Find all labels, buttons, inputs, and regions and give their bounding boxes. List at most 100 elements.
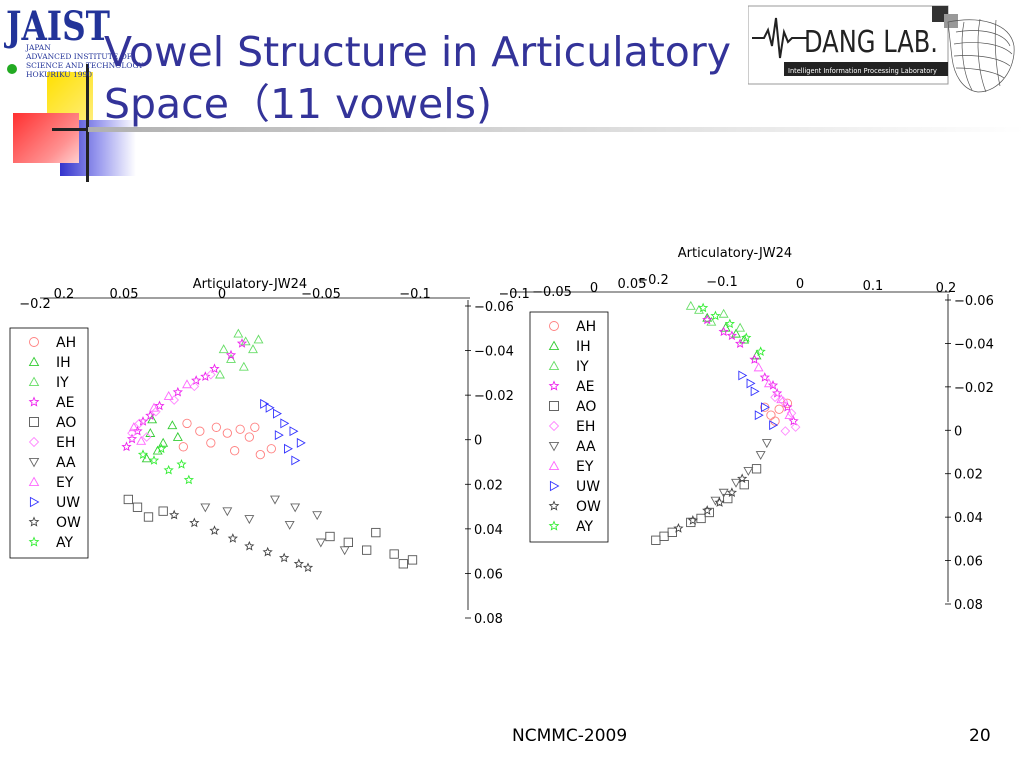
data-point-ae: [788, 415, 799, 426]
data-point-ih: [145, 428, 156, 437]
data-point-ow: [244, 540, 255, 551]
y-tick-label: −0.04: [474, 345, 514, 360]
waveform-icon: [752, 17, 808, 59]
legend-marker-ah: [29, 337, 39, 347]
chart-right-y-ticks: −0.06 −0.04 −0.02 0 0.02 0.04 0.06 0.08: [945, 294, 994, 613]
legend-label-ey: EY: [56, 475, 74, 491]
vertical-rule: [86, 64, 89, 182]
legend-label-ae: AE: [576, 379, 594, 395]
data-point-eh: [127, 428, 137, 438]
x-tick-label: 0.05: [110, 287, 139, 302]
chart-left-axes: [40, 297, 470, 610]
data-point-ey: [753, 362, 764, 372]
data-point-ae: [767, 380, 779, 390]
data-point-ah: [182, 418, 192, 429]
data-point-uw: [760, 402, 770, 413]
data-point-ay: [137, 449, 149, 459]
data-point-ow: [702, 505, 713, 515]
data-point-eh: [790, 422, 801, 432]
data-point-ae: [735, 338, 746, 349]
data-point-ah: [195, 426, 205, 436]
x-tick-label: −0.1: [706, 275, 738, 290]
chart-left-legend: AH IH IY AE AO EH AA EY UW OW AY: [9, 327, 89, 559]
legend-marker-ao: [549, 401, 559, 411]
legend-box: [529, 311, 609, 543]
data-point-aa: [339, 546, 350, 556]
data-point-ao: [343, 537, 353, 547]
legend-label-ow: OW: [56, 515, 81, 531]
data-point-ay: [755, 346, 766, 356]
data-point-ae: [726, 330, 737, 341]
data-point-ih: [141, 453, 152, 463]
data-point-eh: [205, 369, 216, 380]
legend-label-ow: OW: [576, 499, 601, 515]
data-point-ae: [225, 349, 237, 360]
data-point-uw: [260, 398, 270, 409]
data-point-ih: [167, 420, 178, 430]
data-point-ey: [128, 422, 139, 432]
data-point-uw: [754, 410, 764, 421]
legend-label-ey: EY: [576, 459, 594, 475]
data-point-iy: [218, 344, 229, 354]
data-point-ow: [169, 509, 180, 520]
data-point-ey: [784, 410, 795, 419]
dang-subtitle: Intelligent Information Processing Labor…: [788, 67, 937, 75]
y-tick-label: 0.02: [954, 468, 983, 483]
x-tick-label: 0: [796, 277, 804, 292]
data-point-ae: [702, 314, 713, 325]
legend-marker-ih: [548, 340, 560, 351]
data-point-ay: [724, 318, 735, 329]
y-tick-label: 0.08: [474, 612, 503, 627]
title-line-1: Vowel Structure in Articulatory: [104, 28, 731, 76]
data-point-uw: [265, 402, 275, 413]
data-point-aa: [200, 503, 211, 513]
data-point-aa: [270, 495, 280, 505]
legend-marker-aa: [548, 441, 560, 452]
data-point-aa: [222, 507, 233, 517]
data-point-ao: [325, 531, 335, 542]
x-tick-label: 0.1: [863, 279, 884, 294]
data-point-ay: [710, 310, 721, 321]
legend-marker-eh: [28, 436, 40, 448]
data-point-ao: [667, 527, 677, 537]
data-point-ao: [398, 559, 408, 569]
x-tick-label: 0: [590, 281, 598, 296]
jaist-line-4: HOKURIKU 1990: [26, 70, 92, 79]
data-point-ow: [302, 562, 314, 573]
legend-label-ah: AH: [56, 335, 76, 351]
data-point-uw: [738, 370, 748, 381]
legend-label-ao: AO: [56, 415, 76, 431]
data-point-ah: [255, 449, 265, 460]
y-tick-label: 0: [954, 424, 962, 439]
title-underline: [88, 127, 1024, 132]
data-point-ay: [156, 443, 167, 454]
legend-marker-ey: [548, 460, 560, 471]
data-point-ah: [235, 424, 245, 434]
data-point-ey: [776, 394, 787, 404]
chart-left-points: [121, 328, 418, 573]
legend-label-ih: IH: [576, 339, 591, 355]
y-tick-label: 0.04: [474, 523, 503, 538]
legend-label-uw: UW: [56, 495, 80, 511]
data-point-ae: [172, 386, 183, 397]
y-tick-label: 0.08: [954, 598, 983, 613]
jaist-line-3: SCIENCE AND TECHNOLOGY: [26, 61, 144, 70]
data-point-ae: [718, 326, 729, 337]
data-point-eh: [770, 392, 780, 403]
legend-marker-iy: [28, 376, 40, 387]
data-point-ae: [749, 354, 760, 364]
data-point-iy: [735, 322, 746, 332]
slide-title: Vowel Structure in Articulatory Space（11…: [104, 26, 744, 130]
chart-right-title: Articulatory-JW24: [678, 246, 792, 261]
dang-mark: DANG LAB.: [804, 25, 938, 60]
legend-label-iy: IY: [576, 359, 589, 375]
legend-label-ay: AY: [56, 535, 73, 551]
data-point-ah: [782, 398, 793, 408]
data-point-uw: [273, 408, 282, 419]
x-tick-label: −0.2: [637, 273, 669, 288]
data-point-ow: [262, 546, 273, 557]
data-point-iy: [240, 336, 251, 346]
data-point-ah: [206, 438, 216, 448]
data-point-ao: [659, 531, 669, 541]
data-point-ow: [687, 515, 698, 525]
